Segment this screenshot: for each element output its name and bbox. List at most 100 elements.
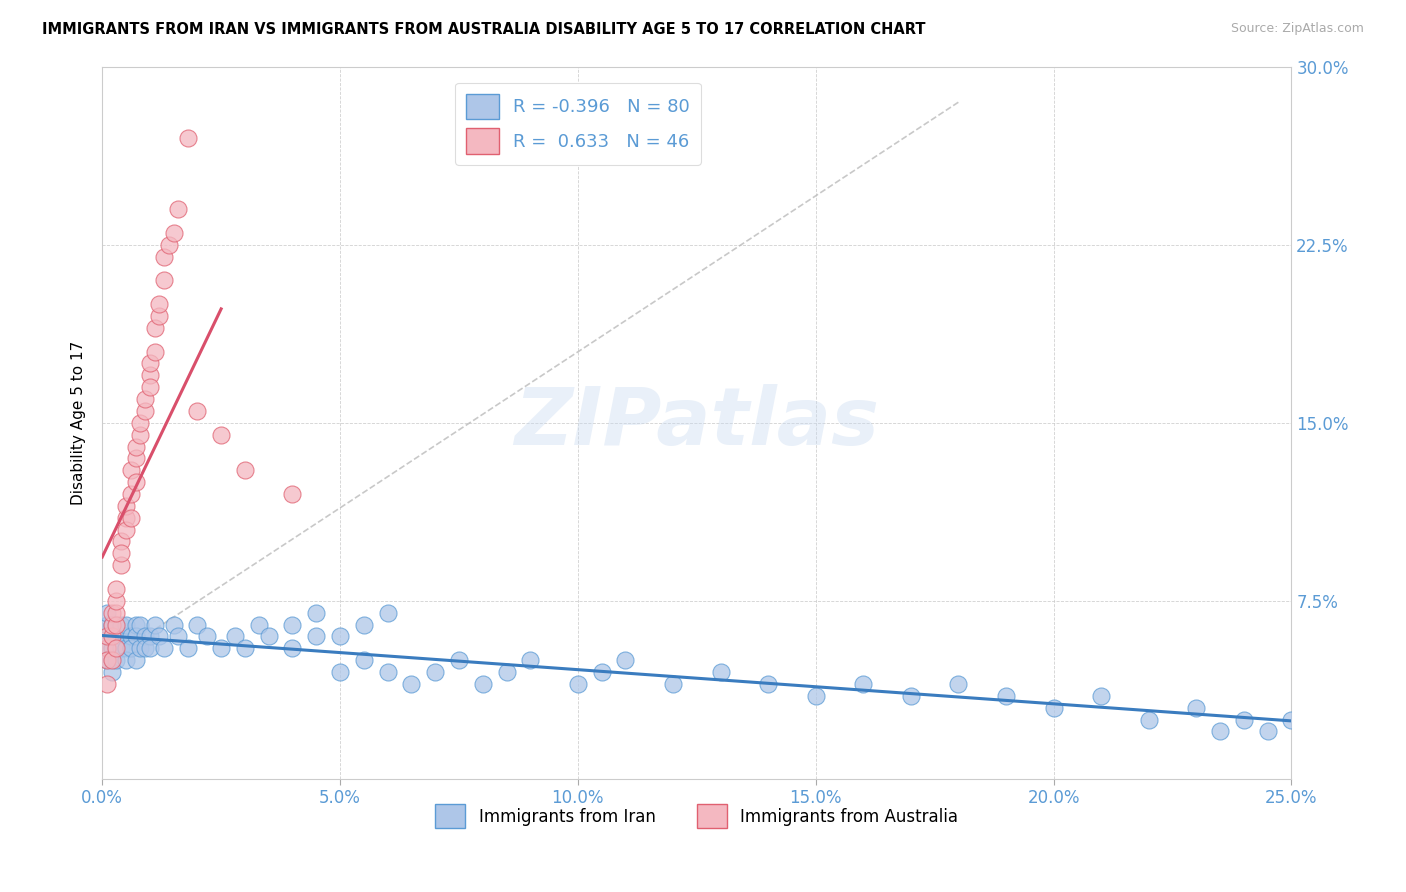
Point	[471, 677, 494, 691]
Point	[139, 356, 162, 370]
Point	[120, 510, 142, 524]
Point	[96, 641, 118, 656]
Point	[100, 653, 122, 667]
Point	[281, 617, 304, 632]
Point	[756, 677, 779, 691]
Point	[148, 297, 170, 311]
Y-axis label: Disability Age 5 to 17: Disability Age 5 to 17	[72, 341, 86, 505]
Point	[281, 641, 304, 656]
Point	[1233, 713, 1256, 727]
Point	[96, 653, 118, 667]
Point	[129, 617, 152, 632]
Point	[124, 617, 146, 632]
Point	[105, 630, 128, 644]
Point	[100, 653, 122, 667]
Point	[110, 546, 132, 560]
Point	[139, 380, 162, 394]
Point	[662, 677, 685, 691]
Point	[186, 404, 208, 418]
Point	[425, 665, 447, 679]
Point	[852, 677, 875, 691]
Point	[100, 641, 122, 656]
Point	[948, 677, 970, 691]
Point	[129, 416, 152, 430]
Point	[162, 617, 184, 632]
Point	[110, 617, 132, 632]
Point	[153, 641, 176, 656]
Point	[329, 665, 352, 679]
Point	[305, 630, 328, 644]
Point	[96, 617, 118, 632]
Point	[148, 309, 170, 323]
Point	[353, 617, 375, 632]
Point	[353, 653, 375, 667]
Point	[105, 641, 128, 656]
Point	[167, 630, 190, 644]
Point	[96, 630, 118, 644]
Point	[305, 606, 328, 620]
Point	[96, 641, 118, 656]
Point	[709, 665, 731, 679]
Point	[134, 641, 156, 656]
Point	[100, 617, 122, 632]
Legend: Immigrants from Iran, Immigrants from Australia: Immigrants from Iran, Immigrants from Au…	[429, 797, 965, 835]
Point	[591, 665, 613, 679]
Point	[329, 630, 352, 644]
Point	[134, 392, 156, 406]
Point	[177, 641, 200, 656]
Point	[129, 641, 152, 656]
Point	[177, 131, 200, 145]
Point	[143, 344, 166, 359]
Point	[1257, 724, 1279, 739]
Point	[401, 677, 423, 691]
Point	[209, 427, 232, 442]
Point	[900, 689, 922, 703]
Point	[96, 653, 118, 667]
Point	[233, 641, 256, 656]
Point	[157, 237, 180, 252]
Point	[1042, 700, 1064, 714]
Point	[1209, 724, 1232, 739]
Point	[115, 523, 138, 537]
Point	[129, 427, 152, 442]
Point	[120, 463, 142, 477]
Point	[105, 594, 128, 608]
Point	[186, 617, 208, 632]
Point	[281, 487, 304, 501]
Point	[377, 665, 399, 679]
Point	[143, 320, 166, 334]
Point	[148, 630, 170, 644]
Point	[134, 630, 156, 644]
Point	[195, 630, 218, 644]
Point	[134, 404, 156, 418]
Point	[100, 630, 122, 644]
Point	[124, 630, 146, 644]
Point	[447, 653, 470, 667]
Point	[120, 630, 142, 644]
Point	[167, 202, 190, 216]
Point	[115, 499, 138, 513]
Point	[100, 630, 122, 644]
Point	[139, 368, 162, 383]
Point	[209, 641, 232, 656]
Point	[124, 475, 146, 489]
Point	[105, 606, 128, 620]
Point	[1137, 713, 1160, 727]
Point	[105, 617, 128, 632]
Point	[96, 606, 118, 620]
Text: Source: ZipAtlas.com: Source: ZipAtlas.com	[1230, 22, 1364, 36]
Point	[105, 641, 128, 656]
Point	[1090, 689, 1112, 703]
Point	[120, 487, 142, 501]
Point	[115, 510, 138, 524]
Point	[110, 641, 132, 656]
Point	[804, 689, 827, 703]
Point	[115, 653, 138, 667]
Point	[105, 582, 128, 596]
Point	[124, 440, 146, 454]
Point	[124, 451, 146, 466]
Point	[153, 250, 176, 264]
Point	[224, 630, 246, 644]
Point	[257, 630, 280, 644]
Point	[233, 463, 256, 477]
